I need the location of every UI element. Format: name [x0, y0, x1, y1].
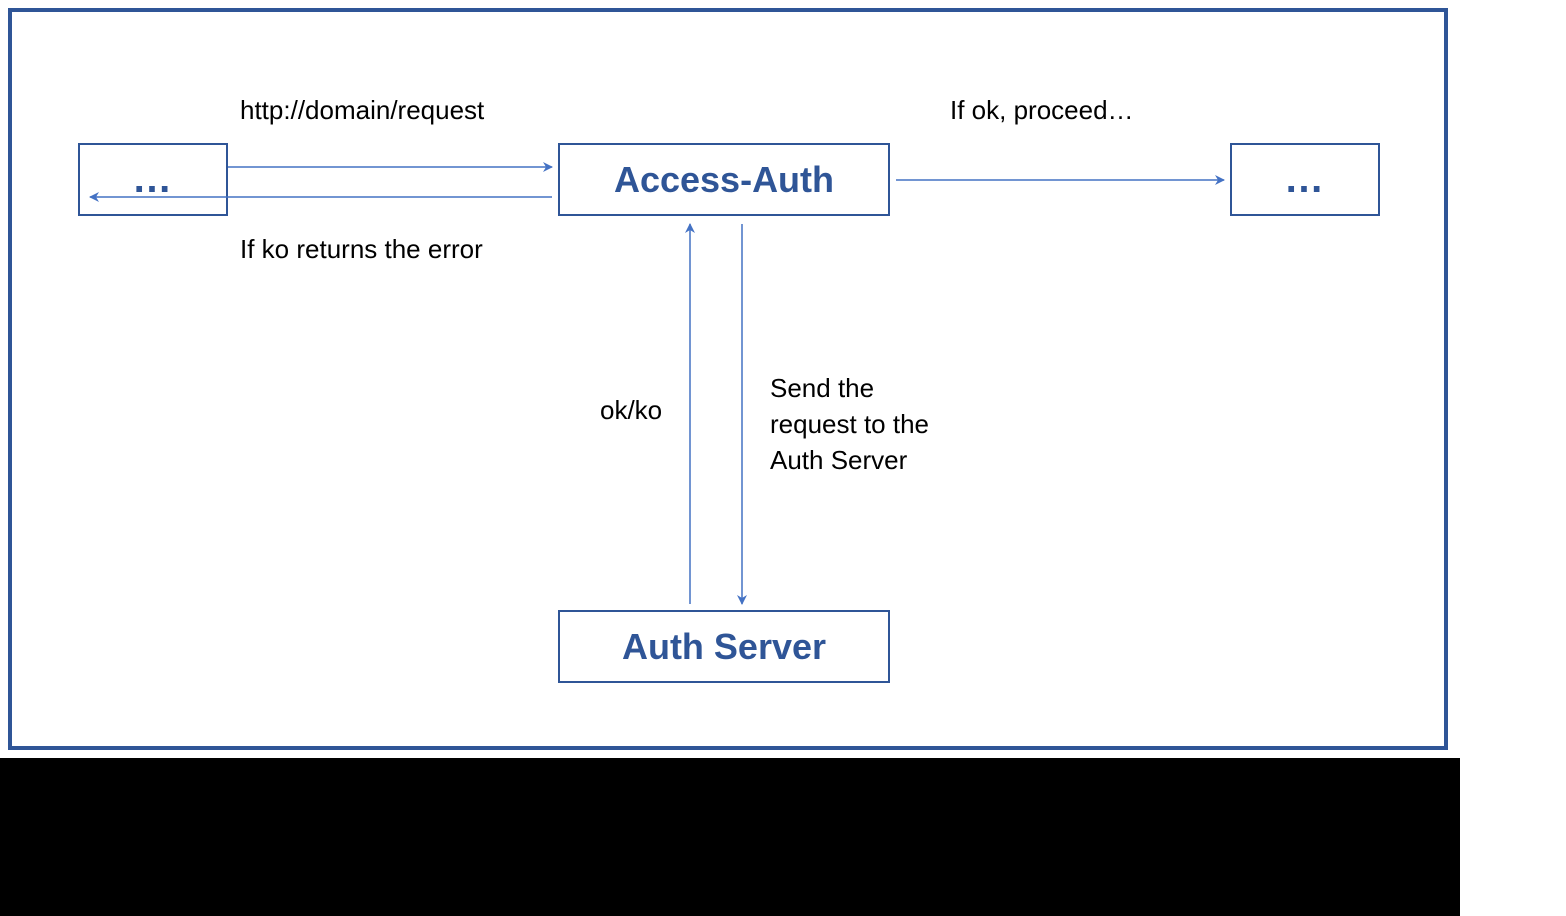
- node-access-auth: Access-Auth: [558, 143, 890, 216]
- node-left-ellipsis: …: [78, 143, 228, 216]
- node-left-label: …: [132, 157, 174, 202]
- label-error: If ko returns the error: [240, 234, 483, 265]
- label-okko: ok/ko: [600, 395, 662, 426]
- node-right-ellipsis: …: [1230, 143, 1380, 216]
- label-send: Send the request to the Auth Server: [770, 370, 929, 478]
- bottom-black-band: [0, 758, 1460, 916]
- node-access-auth-label: Access-Auth: [614, 159, 834, 201]
- node-auth-server-label: Auth Server: [622, 626, 826, 668]
- node-auth-server: Auth Server: [558, 610, 890, 683]
- label-request: http://domain/request: [240, 95, 484, 126]
- label-proceed: If ok, proceed…: [950, 95, 1134, 126]
- node-right-label: …: [1284, 157, 1326, 202]
